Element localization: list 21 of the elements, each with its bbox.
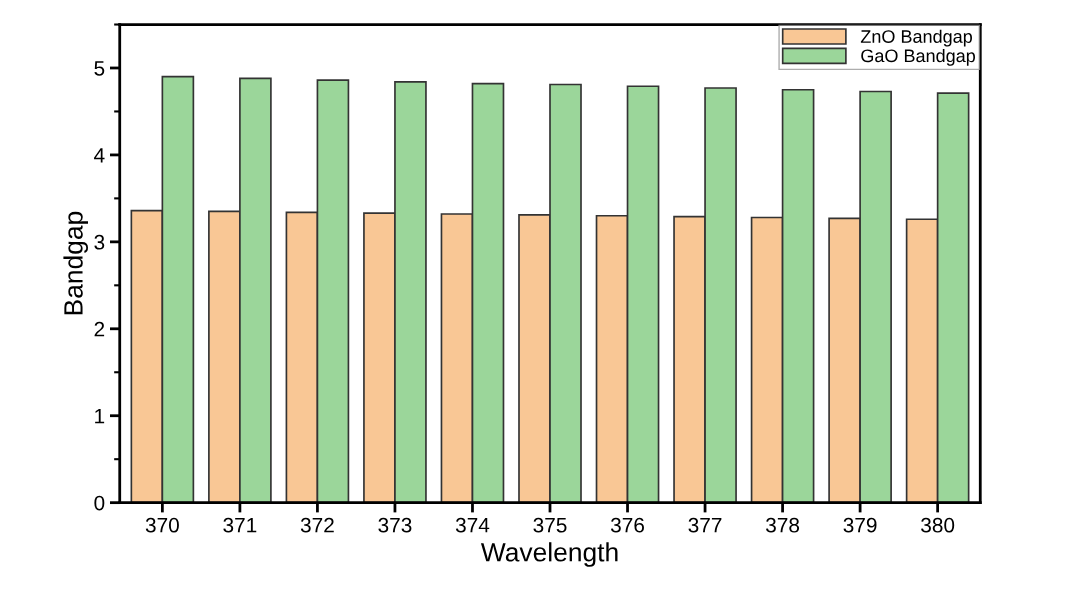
y-tick-label: 4 <box>94 148 105 163</box>
x-tick-label: 375 <box>533 517 567 533</box>
x-tick-label: 378 <box>766 517 800 533</box>
x-tick-label: 379 <box>843 517 877 533</box>
y-tick-label: 5 <box>94 61 105 76</box>
x-tick-label: 371 <box>223 517 257 533</box>
x-tick-label: 374 <box>455 517 490 533</box>
x-tick-label: 377 <box>688 517 722 533</box>
x-tick-label: 376 <box>610 517 644 533</box>
y-tick-label: 3 <box>94 234 105 250</box>
legend-label: ZnO Bandgap <box>860 29 972 47</box>
y-axis-title: Bandgap <box>63 211 88 315</box>
legend-label: GaO Bandgap <box>861 48 976 66</box>
x-tick-label: 370 <box>145 517 179 533</box>
x-tick-label: 380 <box>921 517 955 533</box>
x-tick-label: 372 <box>300 517 334 533</box>
x-axis-title: Wavelength <box>480 542 618 567</box>
x-tick-label: 373 <box>378 517 412 533</box>
y-tick-label: 2 <box>94 321 105 337</box>
y-tick-label: 1 <box>95 408 105 424</box>
y-tick-label: 0 <box>94 495 105 511</box>
